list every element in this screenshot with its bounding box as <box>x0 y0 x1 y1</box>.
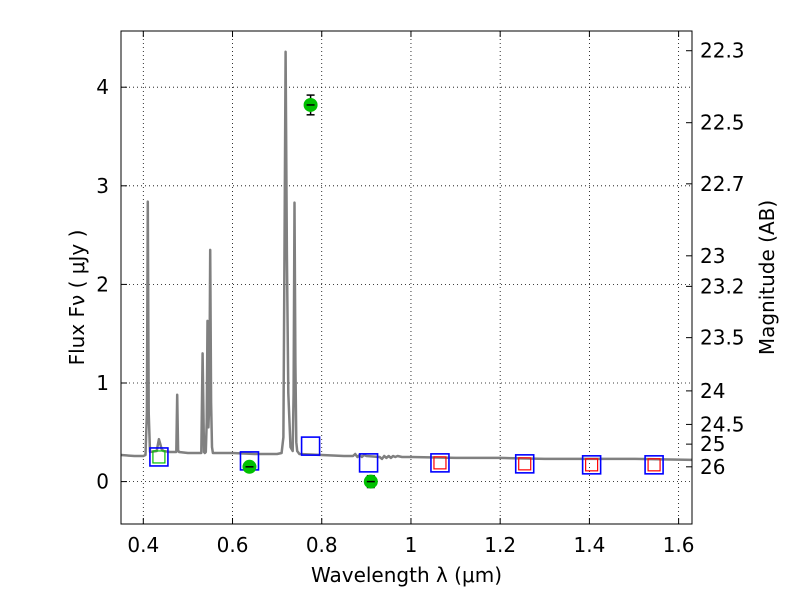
model-photometry-red-square <box>433 456 447 470</box>
y-tick-label: 0 <box>96 470 109 494</box>
green-photometry-square <box>152 450 166 464</box>
model-photometry-red-square <box>518 457 532 471</box>
model-photometry-blue-square <box>644 455 664 475</box>
model-photometry-blue-square <box>149 447 169 467</box>
model-photometry-red-square <box>647 458 661 472</box>
y-tick-label: 1 <box>96 371 109 395</box>
x-tick-label: 1 <box>405 533 418 557</box>
y2-tick-label: 26 <box>700 455 725 479</box>
y2-tick-label: 22.3 <box>700 39 745 63</box>
model-photometry-blue-square <box>430 453 450 473</box>
y-axis-title: Flux Fν ( μJy ) <box>65 230 89 366</box>
y2-tick-label: 22.7 <box>700 172 745 196</box>
model-photometry-red-square <box>585 458 599 472</box>
model-spectrum-layer <box>121 50 692 462</box>
model-photometry-blue-square <box>358 453 379 473</box>
y2-tick-label: 24 <box>700 379 725 403</box>
x-tick-label: 0.4 <box>127 533 159 557</box>
model-spectrum-line <box>121 50 692 462</box>
y2-tick-label: 24.5 <box>700 412 745 436</box>
y2-tick-label: 23.5 <box>700 326 745 350</box>
model-photometry-blue-square <box>514 454 535 474</box>
x-tick-label: 0.6 <box>217 533 249 557</box>
y-tick-label: 3 <box>96 174 109 198</box>
y-tick-label: 4 <box>96 75 109 99</box>
x-tick-label: 1.6 <box>663 533 695 557</box>
y2-tick-label: 25 <box>700 432 725 456</box>
axis-ticks: 0.4 0.6 0.8 1 1.2 1.4 1.60123422.322.522.72323… <box>96 31 745 557</box>
model-photometry-blue-square <box>300 436 321 456</box>
x-axis-title: Wavelength λ (μm) <box>311 563 502 587</box>
photometry-layer <box>149 94 664 489</box>
y2-tick-label: 22.5 <box>700 111 745 135</box>
model-photometry-blue-square <box>581 455 602 475</box>
x-tick-label: 1.4 <box>573 533 605 557</box>
x-tick-label: 0.8 <box>306 533 338 557</box>
y2-tick-label: 23 <box>700 244 725 268</box>
x-tick-label: 1.2 <box>484 533 516 557</box>
y-tick-label: 2 <box>96 272 109 296</box>
y2-tick-label: 23.2 <box>700 274 745 298</box>
y2-axis-title: Magnitude (AB) <box>755 200 779 355</box>
plot-frame <box>120 30 693 525</box>
